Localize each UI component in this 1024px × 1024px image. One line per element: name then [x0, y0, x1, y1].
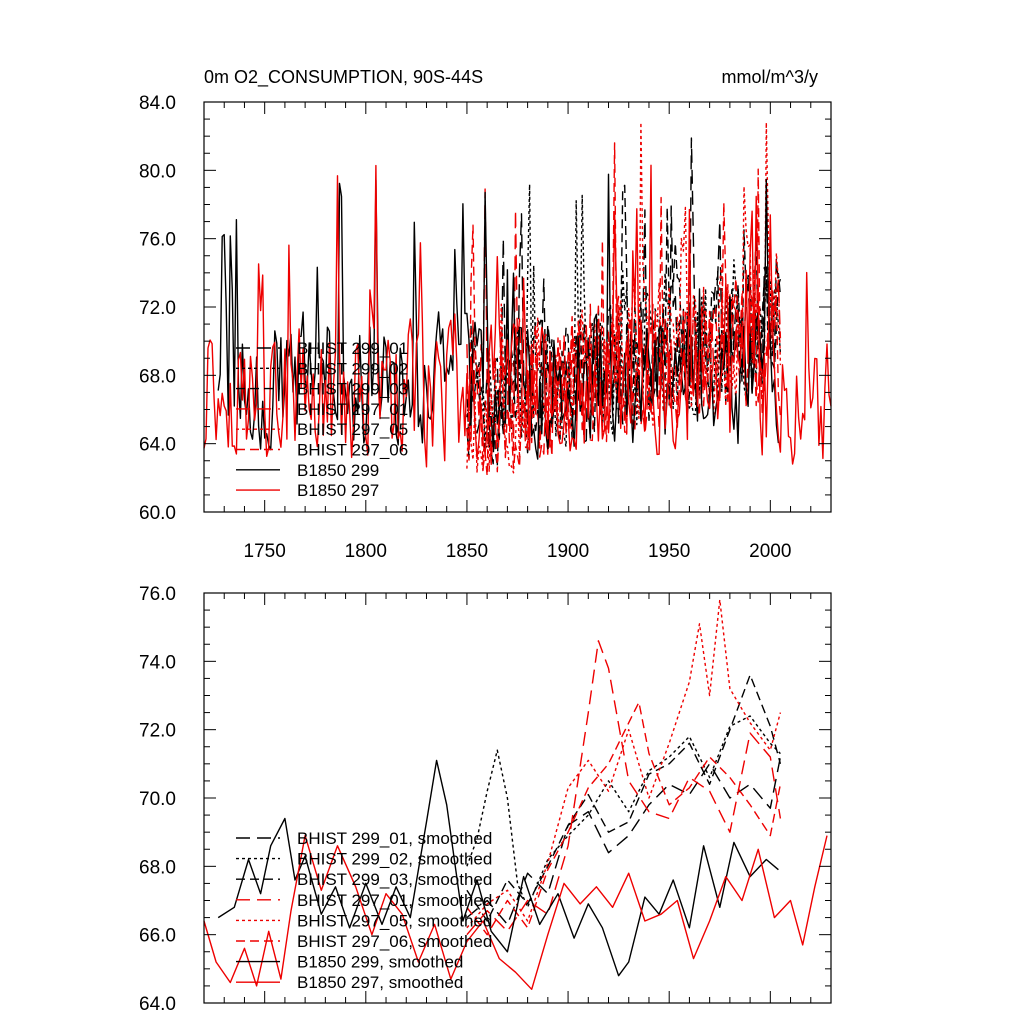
bottom-series-lines [203, 599, 828, 990]
series-line-top-5 [466, 121, 782, 474]
series-line-top-2 [466, 183, 782, 449]
x-tick-label: 1950 [648, 541, 690, 562]
y-tick-label: 68.0 [139, 857, 176, 878]
y-tick-label: 84.0 [139, 93, 176, 114]
y-tick-label: 64.0 [139, 994, 176, 1015]
series-line-bottom-3 [466, 674, 782, 922]
series-line-bottom-4 [466, 640, 782, 936]
top-series-lines [203, 121, 832, 477]
x-tick-label: 1750 [244, 541, 286, 562]
y-tick-label: 76.0 [139, 584, 176, 605]
legend-label-3: BHIST 299_03, smoothed [297, 870, 492, 889]
top-title-right: mmol/m^3/y [722, 67, 818, 87]
series-line-bottom-5 [466, 599, 782, 929]
series-line-top-8 [203, 164, 832, 468]
legend-label-2: BHIST 299_02, smoothed [297, 850, 492, 869]
legend-label-7: B1850 299, smoothed [297, 953, 463, 972]
legend-label-3: BHIST 299_03 [297, 380, 408, 399]
top-axis-ticks: 60.0 64.0 68.0 72.0 76.0 80.0 84.0 1750 1800 1850… [139, 93, 832, 562]
bottom-panel: BHIST 299_01, smoothed BHIST 299_02, smoo… [139, 584, 832, 1015]
y-tick-label: 72.0 [139, 298, 176, 319]
legend-label-5: BHIST 297_05, smoothed [297, 911, 492, 930]
legend-label-7: B1850 299 [297, 461, 379, 480]
legend-label-8: B1850 297, smoothed [297, 973, 463, 992]
y-tick-label: 72.0 [139, 721, 176, 742]
x-tick-label: 1900 [547, 541, 589, 562]
y-tick-label: 74.0 [139, 652, 176, 673]
y-tick-label: 70.0 [139, 789, 176, 810]
y-tick-label: 64.0 [139, 435, 176, 456]
series-line-bottom-8 [203, 834, 828, 990]
top-panel: 0m O2_CONSUMPTION, 90S-44S mmol/m^3/y BH… [139, 67, 832, 562]
y-tick-label: 68.0 [139, 366, 176, 387]
legend-label-8: B1850 297 [297, 481, 379, 500]
series-line-bottom-2 [466, 715, 781, 908]
legend-label-1: BHIST 299_01 [297, 339, 408, 358]
legend-label-4: BHIST 297_01 [297, 400, 408, 419]
top-title-left: 0m O2_CONSUMPTION, 90S-44S [204, 67, 483, 88]
legend-label-6: BHIST 297_06 [297, 441, 408, 460]
y-tick-label: 66.0 [139, 926, 176, 947]
bottom-legend: BHIST 299_01, smoothed BHIST 299_02, smoo… [236, 829, 492, 992]
series-line-bottom-7 [217, 759, 779, 977]
y-tick-label: 76.0 [139, 230, 176, 251]
series-line-top-7 [217, 173, 780, 460]
x-tick-label: 1850 [446, 541, 488, 562]
legend-label-5: BHIST 297_05 [297, 420, 408, 439]
legend-label-2: BHIST 299_02 [297, 359, 408, 378]
x-tick-label: 2000 [749, 541, 791, 562]
x-tick-label: 1800 [345, 541, 387, 562]
legend-label-6: BHIST 297_06, smoothed [297, 932, 492, 951]
y-tick-label: 80.0 [139, 161, 176, 182]
legend-label-4: BHIST 297_01, smoothed [297, 891, 492, 910]
bottom-axis-ticks: 64.0 66.0 68.0 70.0 72.0 74.0 76.0 [139, 584, 832, 1015]
y-tick-label: 60.0 [139, 503, 176, 524]
legend-label-1: BHIST 299_01, smoothed [297, 829, 492, 848]
series-line-bottom-6 [466, 701, 782, 936]
